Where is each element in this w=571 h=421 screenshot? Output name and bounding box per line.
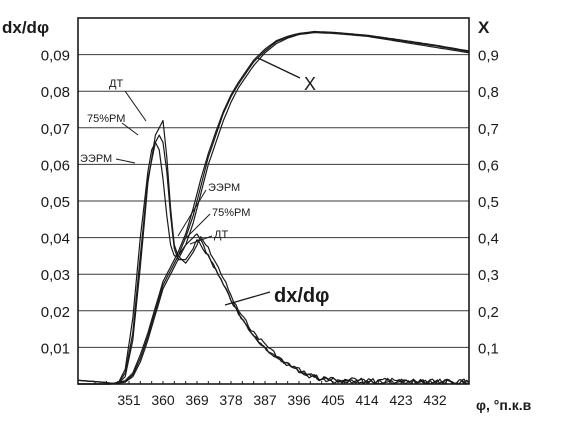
x-tick-label: 351 [117,392,141,408]
series-line [78,31,470,385]
series-line [77,141,470,385]
leader-rate-curve [224,291,271,306]
annotation-top-dt: ДТ [109,78,123,90]
y-left-tick-label: 0,05 [41,194,70,211]
series-line [78,30,470,385]
annotation-mid-75: 75%РМ [212,207,250,219]
annotation-x-curve: X [304,74,316,94]
x-tick-label: 432 [423,392,447,408]
y-right-axis-label: X [478,18,490,37]
plot-frame [77,17,470,385]
annotation-top-75: 75%РМ [87,113,125,125]
leader-mid-75 [183,213,211,241]
y-right-tick-label: 0,5 [478,194,499,211]
y-tick-layer: 0,01 0,02 0,03 0,04 0,05 0,06 0,07 0,08 0,09 0,1 0… [41,48,499,358]
leader-top-75 [121,122,139,136]
y-left-tick-label: 0,03 [41,267,70,284]
y-left-axis-label: dx/dφ [2,18,49,37]
y-left-tick-label: 0,02 [41,304,70,321]
y-right-tick-label: 0,9 [478,48,499,65]
x-axis-label: φ, °п.к.в [476,397,532,413]
annotation-top-eerm: ЭЭРМ [80,153,112,165]
y-right-tick-label: 0,8 [478,84,499,101]
x-tick-label: 423 [389,392,413,408]
x-tick-label: 369 [185,392,209,408]
x-tick-label: 414 [355,392,379,408]
annotation-rate-curve: dx/dφ [274,285,329,307]
leader-x-curve [257,57,301,79]
x-tick-layer: 351 360 369 378 387 396 405 414 423 432 [94,381,470,408]
annotation-mid-dt: ДТ [214,229,228,241]
y-right-tick-label: 0,3 [478,267,499,284]
y-right-tick-label: 0,2 [478,304,499,321]
y-right-tick-label: 0,1 [478,340,499,357]
x-tick-label: 387 [253,392,277,408]
y-left-tick-label: 0,09 [41,48,70,65]
leader-mid-eerm [177,189,207,237]
x-tick-label: 405 [321,392,345,408]
y-left-tick-label: 0,08 [41,84,70,101]
y-left-tick-label: 0,06 [41,157,70,174]
x-tick-label: 360 [151,392,175,408]
y-right-tick-label: 0,4 [478,231,499,248]
y-right-tick-label: 0,7 [478,121,499,138]
y-right-tick-label: 0,6 [478,157,499,174]
y-left-tick-label: 0,01 [41,340,70,357]
x-tick-label: 378 [219,392,243,408]
leader-top-dt [124,90,147,122]
series-line [77,134,470,385]
leader-mid-dt [189,235,213,245]
annotation-mid-eerm: ЭЭРМ [208,182,240,194]
y-left-tick-label: 0,07 [41,121,70,138]
series-layer [77,30,470,385]
leader-top-eerm [115,158,136,164]
series-line [77,119,470,385]
y-left-tick-label: 0,04 [41,231,70,248]
x-tick-label: 396 [287,392,311,408]
series-line [78,31,470,385]
